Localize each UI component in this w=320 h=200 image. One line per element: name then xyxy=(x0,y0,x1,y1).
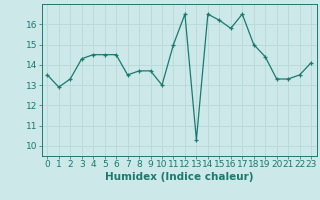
X-axis label: Humidex (Indice chaleur): Humidex (Indice chaleur) xyxy=(105,172,253,182)
